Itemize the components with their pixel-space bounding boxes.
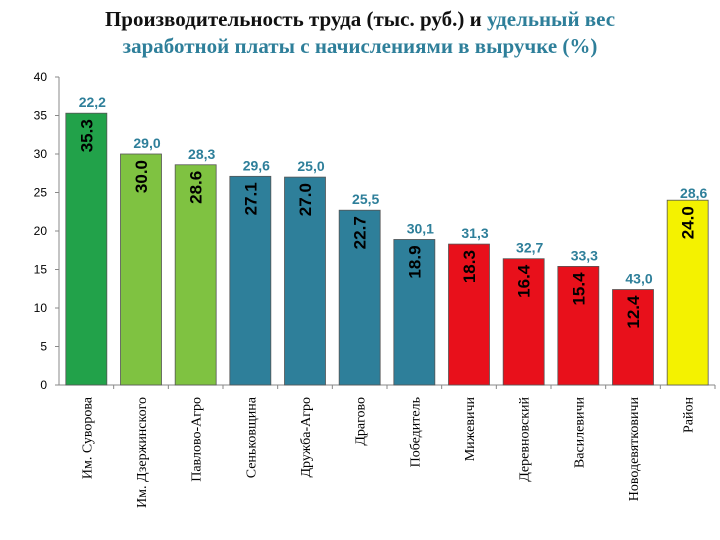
bar-value-label: 15.4 — [569, 272, 588, 306]
chart-title: Производительность труда (тыс. руб.) и у… — [0, 6, 720, 60]
bar — [338, 209, 381, 386]
axes: 0 5 10 15 20 25 30 35 40 — [34, 70, 716, 392]
y-tick-label: 35 — [34, 109, 48, 123]
labels: 35.3 22,2 Им. Суворова 30.0 29,0 Им. Дзержинс… — [77, 94, 707, 508]
bar-value-label: 18.3 — [460, 250, 479, 283]
category-label: Победитель — [408, 397, 423, 467]
bar-value-label: 30.0 — [132, 160, 151, 193]
bar-annotation: 28,6 — [680, 185, 707, 201]
bars — [65, 112, 709, 386]
category-label: Василевичи — [572, 396, 587, 468]
category-label: Новодевятковичи — [627, 397, 642, 502]
bar-value-label: 12.4 — [624, 295, 643, 329]
bar-value-label: 24.0 — [679, 206, 698, 239]
bar — [557, 266, 600, 386]
bar-annotation: 30,1 — [407, 220, 434, 236]
title-part1: Производительность труда (тыс. руб.) и — [104, 7, 487, 31]
bar-value-label: 27.0 — [296, 183, 315, 216]
bar — [612, 289, 654, 386]
bar — [448, 243, 490, 386]
bar-annotation: 32,7 — [516, 240, 543, 256]
bar — [229, 175, 272, 386]
category-label: Деревновский — [518, 396, 533, 481]
bar — [120, 153, 162, 386]
y-tick-label: 40 — [34, 70, 48, 84]
bar-value-label: 35.3 — [77, 119, 96, 152]
bar-annotation: 22,2 — [79, 94, 106, 110]
bar-value-label: 18.9 — [405, 245, 424, 278]
category-label: Район — [682, 396, 697, 432]
category-label: Дружба-Агро — [299, 397, 314, 478]
y-tick-label: 5 — [40, 340, 47, 354]
bar-value-label: 16.4 — [515, 264, 534, 298]
bar-value-label: 28.6 — [187, 171, 206, 204]
bar-annotation: 29,6 — [243, 157, 270, 173]
title-part2: удельный вес — [486, 7, 616, 31]
bar-annotation: 28,3 — [188, 146, 215, 162]
category-label: Драгово — [354, 397, 369, 446]
category-label: Павлово-Агро — [190, 397, 205, 482]
bar — [284, 176, 326, 386]
bar-annotation: 43,0 — [625, 271, 652, 287]
category-label: Им. Дзержинского — [135, 397, 150, 508]
bar-annotation: 33,3 — [571, 247, 598, 263]
bar-annotation: 29,0 — [133, 135, 160, 151]
title-part3: заработной платы с начислениями в выручк… — [122, 34, 598, 58]
bar — [174, 164, 217, 386]
y-tick-label: 25 — [34, 186, 48, 200]
bar-annotation: 31,3 — [461, 225, 488, 241]
category-label: Сеньковщина — [244, 396, 259, 478]
bar — [393, 239, 436, 386]
bar — [502, 258, 545, 386]
y-tick-label: 0 — [40, 378, 47, 392]
category-label: Им. Суворова — [80, 396, 95, 479]
bar-annotation: 25,5 — [352, 191, 379, 207]
bar-annotation: 25,0 — [297, 158, 324, 174]
y-tick-label: 10 — [34, 301, 48, 315]
bar — [666, 199, 709, 386]
y-tick-label: 30 — [34, 147, 48, 161]
y-tick-label: 15 — [34, 263, 48, 277]
category-label: Мижевичи — [463, 396, 478, 461]
y-tick-label: 20 — [34, 224, 48, 238]
bar-value-label: 22.7 — [351, 216, 370, 249]
bar-value-label: 27.1 — [241, 182, 260, 215]
bar — [65, 112, 108, 386]
